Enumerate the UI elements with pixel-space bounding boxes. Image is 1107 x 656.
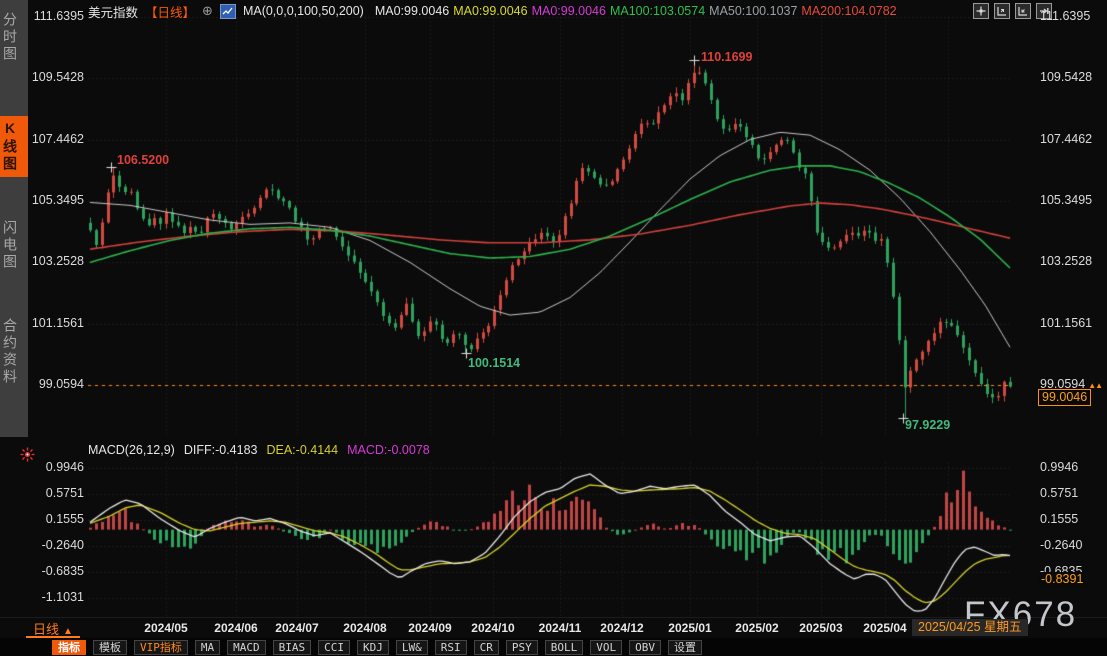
month-label: 2024/08 [343, 621, 387, 635]
sidebar-item-minute-chart[interactable]: 分时图 [2, 12, 18, 63]
expand-x-axis-icon[interactable] [994, 3, 1010, 19]
last-date-tag: 2025/04/25 星期五 [912, 619, 1028, 636]
ma-value-chip: MA0:99.0046 [374, 4, 450, 18]
macd-left-axis-label: -0.6835 [41, 564, 84, 578]
indicator-tab-boll[interactable]: BOLL [544, 639, 584, 655]
indicator-tab-templates[interactable]: 模板 [93, 639, 127, 655]
ma-settings-label: MA(0,0,0,100,50,200) [242, 4, 364, 18]
macd-right-axis-label: 0.9946 [1040, 460, 1079, 474]
indicator-tab-cr[interactable]: CR [473, 639, 499, 655]
month-label: 2024/09 [408, 621, 452, 635]
month-label: 2025/01 [668, 621, 712, 635]
month-label: 2025/04 [863, 621, 907, 635]
window-tools [973, 3, 1052, 19]
ma-value-chip: MA50:100.1037 [709, 4, 798, 18]
alert-flash-icon[interactable] [20, 447, 35, 467]
ma-values-group: MA0:99.0046 MA0:99.0046 MA0:99.0046 MA100:1… [371, 4, 897, 18]
main-right-axis-label: 105.3495 [1040, 192, 1093, 207]
indicator-tab-rsi[interactable]: RSI [434, 639, 467, 655]
indicator-toolbar: 指标 模板 VIP指标 MA MACD BIAS CCI KDJ LW& RSI CR PSY BOLL… [0, 638, 1107, 656]
macd-diff-value: DIFF:-0.4183 [183, 443, 258, 457]
macd-left-axis-label: -1.1031 [41, 590, 84, 604]
macd-header: MACD(26,12,9) DIFF:-0.4183 DEA:-0.4144 M… [88, 443, 430, 457]
shrink-x-axis-icon[interactable] [1015, 3, 1031, 19]
indicator-tab-psy[interactable]: PSY [505, 639, 538, 655]
month-label: 2024/05 [144, 621, 188, 635]
macd-dea-value: DEA:-0.4144 [266, 443, 339, 457]
main-right-axis-label: 99.0594 ▲▲ [1040, 376, 1103, 391]
month-label: 2025/03 [799, 621, 843, 635]
month-label: 2024/12 [600, 621, 644, 635]
sidebar-item-kline-chart[interactable]: K线图 [0, 116, 28, 177]
left-sidebar: 分时图 K线图闪电图合约资料 [0, 0, 28, 437]
main-left-axis-label: 105.3495 [31, 192, 84, 207]
main-left-axis-label: 111.6395 [33, 9, 84, 23]
main-left-axis-label: 99.0594 [38, 376, 84, 391]
main-right-axis-label: 107.4462 [1040, 131, 1093, 146]
macd-left-axis-label: 0.1555 [45, 512, 84, 526]
macd-right-axis-label: -0.2640 [1040, 538, 1083, 552]
macd-left-axis-label: -0.2640 [41, 538, 84, 552]
price-annotation: 106.5200 [117, 153, 170, 167]
month-label: 2024/07 [275, 621, 319, 635]
add-circle-icon[interactable]: ⊕ [202, 3, 213, 18]
macd-right-axis-label: 0.1555 [1040, 512, 1079, 526]
indicator-tab-cci[interactable]: CCI [318, 639, 350, 655]
macd-right-axis-label: 0.5751 [1040, 486, 1079, 500]
crosshair-icon[interactable] [973, 3, 989, 19]
main-right-axis-label: 103.2528 [1040, 254, 1093, 269]
ma-value-chip: MA0:99.0046 [453, 4, 528, 18]
sidebar-item-lightning-chart[interactable]: 闪电图 [2, 220, 18, 271]
indicator-tab-vip-indicators[interactable]: VIP指标 [134, 639, 188, 655]
indicator-tab-lwr[interactable]: LW& [395, 639, 428, 655]
indicator-tab-indicators[interactable]: 指标 [52, 639, 86, 655]
macd-hist-value: MACD:-0.0078 [347, 443, 430, 457]
indicator-tab-settings[interactable]: 设置 [668, 639, 702, 655]
month-label: 2024/06 [214, 621, 258, 635]
indicator-tab-macd[interactable]: MACD [227, 639, 266, 655]
indicator-tab-ma[interactable]: MA [194, 639, 221, 655]
price-annotation: 110.1699 [701, 50, 753, 64]
chart-header: 美元指数 【日线】 ⊕ MA(0,0,0,100,50,200) MA0:99.… [88, 3, 897, 20]
period-tab-label: 日线 [33, 622, 60, 637]
ma-value-chip: MA100:103.0574 [609, 4, 706, 18]
pan-right-icon[interactable] [1036, 3, 1052, 19]
price-up-arrow-icon: ▲▲ [1088, 380, 1103, 390]
symbol-title: 美元指数 [88, 5, 139, 20]
period-tag[interactable]: 【日线】 [145, 5, 196, 20]
main-left-axis-label: 107.4462 [31, 131, 84, 146]
macd-left-axis-label: 0.5751 [45, 486, 84, 500]
main-right-axis-label: 109.5428 [1040, 70, 1093, 85]
indicator-tab-obv[interactable]: OBV [629, 639, 661, 655]
mini-chart-icon[interactable] [219, 3, 236, 19]
month-label: 2024/11 [538, 621, 582, 635]
month-label: 2025/02 [735, 621, 779, 635]
last-price-tag: 99.0046 [1038, 389, 1092, 406]
main-right-axis-label: 111.6395 [1040, 9, 1091, 23]
xaxis-row: 日线 ▲ 2024/05 2024/06 2024/07 2024/08 2024/09 2… [0, 617, 1107, 639]
macd-title: MACD(26,12,9) [88, 443, 175, 457]
macd-value-tag: -0.8391 [1038, 572, 1087, 587]
ma-value-chip: MA0:99.0046 [531, 4, 606, 18]
indicator-tab-kdj[interactable]: KDJ [357, 639, 389, 655]
main-left-axis-label: 103.2528 [31, 254, 84, 269]
sidebar-item-contract-info[interactable]: 合约资料 [2, 318, 18, 386]
indicator-tab-bias[interactable]: BIAS [272, 639, 312, 655]
price-annotation: 100.1514 [468, 356, 521, 370]
price-annotation: 97.9229 [905, 418, 951, 432]
caret-up-icon: ▲ [63, 626, 73, 637]
period-tab-daily[interactable]: 日线 ▲ [26, 619, 80, 638]
main-left-axis-label: 109.5428 [31, 70, 84, 85]
main-right-axis-label: 101.1561 [1040, 315, 1093, 330]
month-label: 2024/10 [471, 621, 515, 635]
ma-value-chip: MA200:104.0782 [801, 4, 897, 18]
indicator-tab-vol[interactable]: VOL [590, 639, 623, 655]
main-left-axis-label: 101.1561 [31, 315, 84, 330]
macd-left-axis-label: 0.9946 [45, 460, 84, 474]
